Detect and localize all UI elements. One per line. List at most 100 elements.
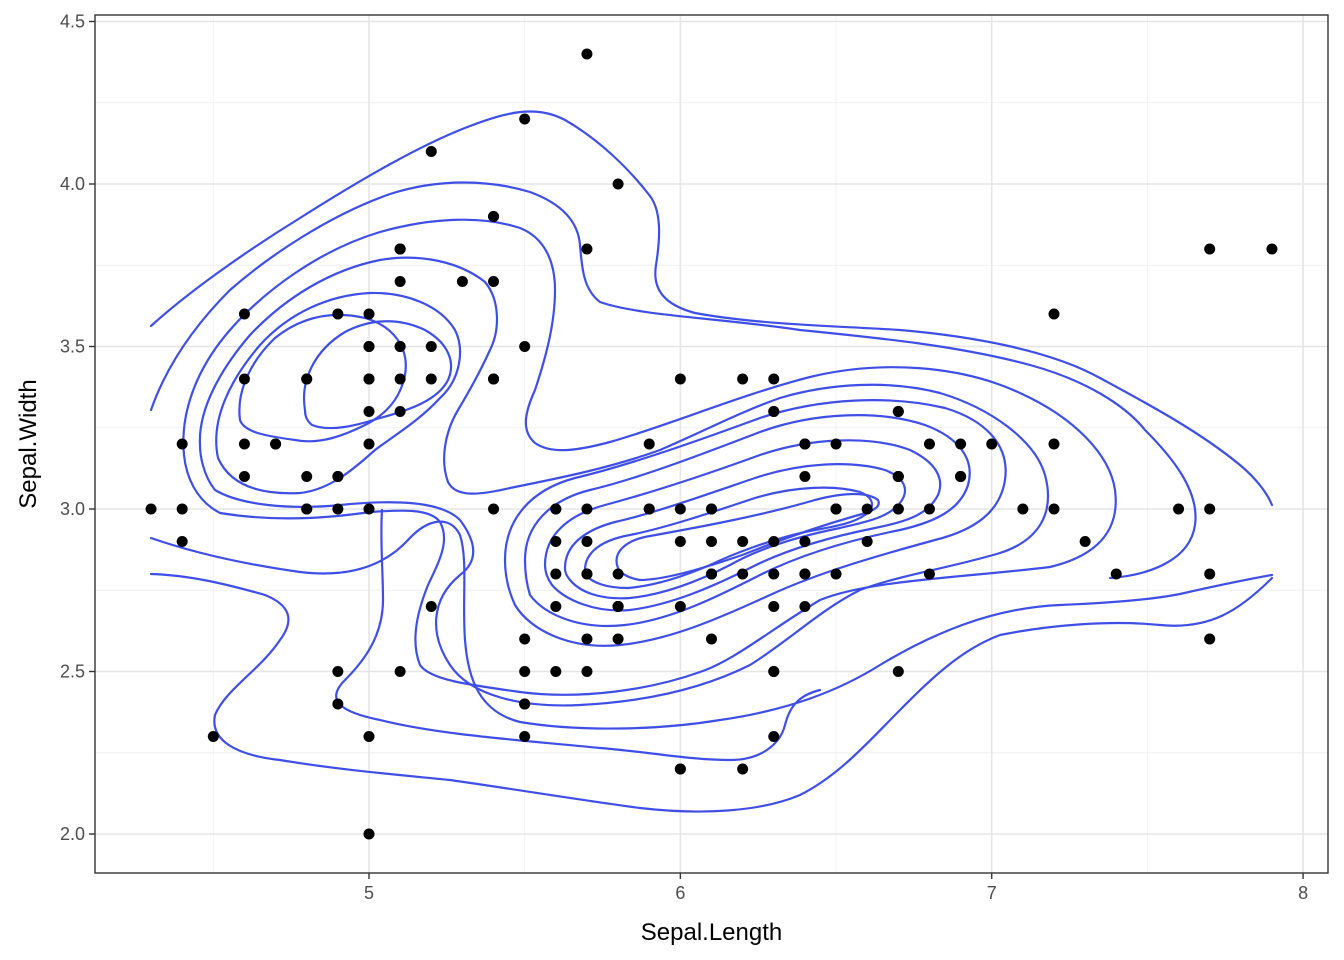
data-point (892, 406, 904, 417)
data-point (737, 568, 749, 580)
data-point (519, 633, 531, 645)
data-point (674, 536, 686, 547)
data-point (1048, 438, 1060, 450)
data-point (799, 601, 811, 612)
data-point (799, 536, 811, 547)
data-point (363, 308, 375, 320)
data-point (176, 536, 188, 547)
data-point (799, 471, 811, 482)
data-point (425, 146, 437, 157)
data-point (176, 438, 188, 450)
data-point (737, 373, 749, 385)
data-point (332, 308, 344, 320)
data-point (892, 503, 904, 515)
density-contours (149, 110, 1274, 813)
data-point (488, 373, 500, 385)
data-point (425, 373, 437, 385)
data-point (706, 503, 717, 515)
x-tick-label: 8 (1298, 883, 1308, 903)
data-point (145, 503, 157, 515)
data-point (706, 536, 717, 547)
data-point (581, 48, 593, 60)
data-point (674, 763, 686, 775)
data-point (830, 438, 842, 450)
y-tick-label: 2.5 (60, 662, 85, 682)
data-point (799, 438, 811, 450)
data-point (612, 601, 624, 612)
y-tick-label: 3.0 (60, 499, 85, 519)
data-point (612, 633, 624, 645)
contour-level-11 (563, 463, 907, 600)
data-point (643, 503, 655, 515)
data-point (394, 276, 406, 287)
contour-level-12 (583, 486, 873, 590)
y-axis-title: Sepal.Width (15, 379, 42, 508)
data-point (238, 438, 250, 450)
data-point (1266, 243, 1278, 255)
data-point (581, 666, 593, 677)
y-tick-label: 4.5 (60, 12, 85, 32)
data-point (1048, 308, 1060, 320)
x-tick-label: 5 (364, 883, 374, 903)
contour-level-1 (149, 110, 1274, 507)
data-point (830, 503, 842, 515)
contour-level-15 (149, 572, 1274, 813)
contour-level-3 (182, 218, 1117, 696)
data-point (1048, 503, 1060, 515)
contour-level-16 (335, 508, 822, 762)
data-point (674, 373, 686, 385)
contour-level-10 (543, 439, 942, 612)
data-point (768, 666, 780, 677)
contour-level-13 (615, 492, 880, 582)
data-point (768, 731, 780, 742)
y-tick-label: 4.0 (60, 174, 85, 194)
data-point (674, 503, 686, 515)
data-point (955, 438, 967, 450)
data-point (301, 373, 313, 385)
data-point (1204, 503, 1216, 515)
data-point (550, 503, 562, 515)
data-point (1204, 633, 1216, 645)
data-point (1110, 568, 1122, 580)
data-point (176, 503, 188, 515)
data-point (768, 568, 780, 580)
data-point (207, 731, 219, 742)
data-point (830, 568, 842, 580)
x-tick-label: 6 (675, 883, 685, 903)
data-point (706, 633, 717, 645)
contour-level-7 (302, 320, 453, 430)
data-point (581, 536, 593, 547)
data-point (238, 308, 250, 320)
data-point (643, 438, 655, 450)
data-point (737, 536, 749, 547)
data-point (892, 471, 904, 482)
data-point (332, 503, 344, 515)
data-point (550, 536, 562, 547)
y-tick-label: 3.5 (60, 337, 85, 357)
data-point (923, 568, 935, 580)
data-point (550, 666, 562, 677)
contour-level-2 (149, 181, 1197, 580)
contour-level-6 (238, 313, 407, 443)
data-point (363, 828, 375, 840)
data-point (612, 568, 624, 580)
data-point (519, 731, 531, 742)
data-point (363, 438, 375, 450)
y-axis: 2.0 2.5 3.0 3.5 4.0 4.5 (60, 12, 95, 844)
data-point (581, 503, 593, 515)
panel-background (95, 15, 1328, 873)
data-point (1079, 536, 1091, 547)
data-point (488, 211, 500, 222)
data-point (363, 406, 375, 417)
data-point (301, 503, 313, 515)
data-point (581, 568, 593, 580)
data-point (768, 601, 780, 612)
data-point (986, 438, 998, 450)
data-point (425, 601, 437, 612)
data-point (799, 568, 811, 580)
contour-level-5 (215, 291, 462, 495)
contour-level-14 (149, 520, 1274, 730)
data-point (581, 633, 593, 645)
data-point (550, 601, 562, 612)
